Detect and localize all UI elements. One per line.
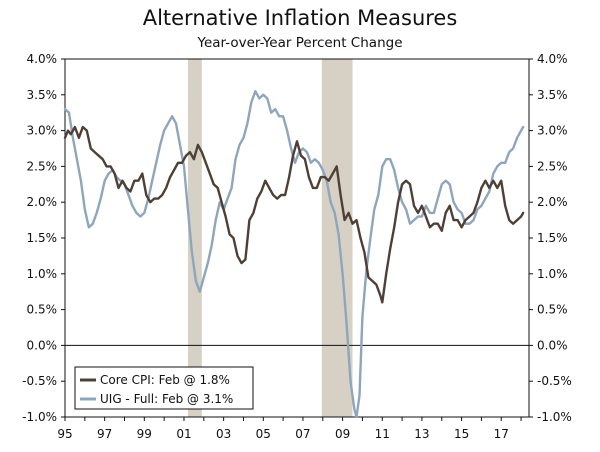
recession-band-1 [187, 59, 202, 417]
recession-bands [187, 59, 353, 417]
axes: -1.0% -1.0% -0.5% -0.5% 0.0% 0.0% 0.5% 0.5% 1.0%… [22, 52, 572, 441]
x-tick-label: 13 [414, 427, 429, 441]
y-tick-label-left: 3.0% [27, 124, 58, 138]
series-lines [63, 90, 525, 419]
legend-label-core-cpi: Core CPI: Feb @ 1.8% [100, 373, 230, 387]
y-tick-label-right: 3.0% [537, 124, 568, 138]
x-tick-label: 11 [375, 427, 390, 441]
y-tick-label-left: 1.5% [27, 231, 58, 245]
y-tick-label-left: 2.5% [27, 159, 58, 173]
x-tick-label: 05 [256, 427, 271, 441]
chart-subtitle: Year-over-Year Percent Change [197, 35, 403, 51]
y-tick-label-left: 3.5% [27, 88, 58, 102]
x-tick-label: 97 [97, 427, 112, 441]
legend: Core CPI: Feb @ 1.8% UIG - Full: Feb @ 3… [74, 366, 254, 410]
y-tick-label-left: 0.5% [27, 303, 58, 317]
x-tick-label: 07 [295, 427, 310, 441]
y-tick-label-right: 1.0% [537, 267, 568, 281]
y-tick-label-right: 0.0% [537, 338, 568, 352]
recession-band-2 [321, 59, 353, 417]
y-tick-label-left: -0.5% [22, 374, 57, 388]
y-tick-label-right: -1.0% [537, 410, 572, 424]
y-tick-label-right: 0.5% [537, 303, 568, 317]
y-tick-label-right: 3.5% [537, 88, 568, 102]
y-tick-label-right: 2.5% [537, 159, 568, 173]
y-tick-label-right: 4.0% [537, 52, 568, 66]
x-tick-label: 99 [137, 427, 152, 441]
y-tick-label-left: 4.0% [27, 52, 58, 66]
x-tick-label: 15 [454, 427, 469, 441]
x-tick-label: 01 [176, 427, 191, 441]
legend-box [74, 366, 254, 410]
series-line-uig-full [63, 90, 525, 419]
y-tick-label-left: 1.0% [27, 267, 58, 281]
x-tick-label: 95 [57, 427, 72, 441]
x-tick-label: 03 [216, 427, 231, 441]
series-line-core-cpi [63, 125, 525, 304]
y-tick-label-right: 2.0% [537, 195, 568, 209]
legend-label-uig-full: UIG - Full: Feb @ 3.1% [100, 392, 233, 406]
chart-title: Alternative Inflation Measures [142, 6, 458, 30]
y-tick-label-right: -0.5% [537, 374, 572, 388]
y-tick-label-left: -1.0% [22, 410, 57, 424]
x-tick-label: 09 [335, 427, 350, 441]
y-tick-label-left: 2.0% [27, 195, 58, 209]
x-tick-label: 17 [494, 427, 509, 441]
y-tick-label-right: 1.5% [537, 231, 568, 245]
y-tick-label-left: 0.0% [27, 338, 58, 352]
plot-frame [64, 58, 530, 418]
